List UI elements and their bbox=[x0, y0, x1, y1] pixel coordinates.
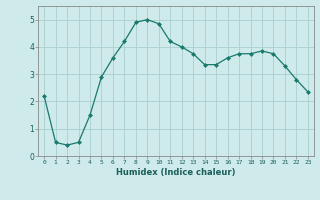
X-axis label: Humidex (Indice chaleur): Humidex (Indice chaleur) bbox=[116, 168, 236, 177]
